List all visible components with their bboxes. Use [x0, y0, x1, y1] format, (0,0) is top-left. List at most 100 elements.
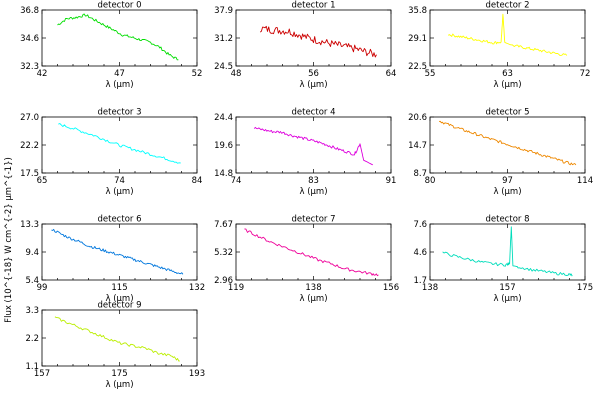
spectrum-line [54, 316, 180, 362]
panel-detector-3: detector 3 65 74 84 17.5 22.2 27.0 λ (µm) [20, 108, 202, 198]
shared-y-axis-label: Flux (10^{-18} W cm^{-2} µm^{-1}) [4, 157, 14, 323]
x-tick-label: 42 [37, 69, 48, 79]
plot-frame [235, 116, 392, 174]
panel-title: detector 4 [292, 108, 336, 118]
y-tick-label: 29.1 [408, 34, 427, 44]
x-tick-label: 99 [37, 283, 48, 293]
x-tick-label: 157 [499, 283, 515, 293]
panel-detector-5: detector 5 80 97 114 8.7 14.7 20.6 λ (µm) [408, 108, 593, 198]
x-tick-label: 65 [37, 176, 48, 186]
plot-frame [429, 9, 586, 67]
plot-frame [235, 223, 392, 281]
spectrum-line [439, 120, 577, 166]
x-tick-label: 83 [308, 176, 319, 186]
x-tick-label: 175 [577, 283, 593, 293]
y-tick-label: 37.9 [214, 6, 233, 16]
y-tick-label: 19.6 [214, 141, 233, 151]
y-tick-label: 20.6 [408, 113, 427, 123]
y-tick-label: 7.6 [413, 220, 427, 230]
panel-detector-8: detector 8 138 157 175 1.7 4.6 7.6 λ (µm) [413, 215, 593, 305]
y-tick-label: 1.7 [413, 276, 427, 286]
y-tick-label: 3.3 [25, 306, 39, 316]
panel-title: detector 2 [486, 1, 530, 11]
y-tick-label: 2.96 [214, 276, 233, 286]
y-tick-label: 2.2 [25, 334, 39, 344]
y-tick-label: 22.2 [20, 141, 39, 151]
x-axis-label: λ (µm) [105, 294, 133, 304]
spectrum-line [259, 25, 377, 58]
y-tick-label: 5.4 [25, 276, 39, 286]
spectrum-line [58, 123, 181, 164]
x-axis-label: λ (µm) [105, 187, 133, 197]
panel-title: detector 1 [292, 1, 336, 11]
panel-title: detector 7 [292, 215, 336, 225]
x-tick-label: 114 [577, 176, 593, 186]
y-tick-label: 14.7 [408, 141, 427, 151]
spectrum-line [447, 13, 568, 56]
x-axis-label: λ (µm) [299, 294, 327, 304]
x-tick-label: 115 [111, 283, 127, 293]
panel-detector-7: detector 7 119 138 156 2.96 5.32 7.67 λ (µm) [214, 215, 399, 305]
x-tick-label: 157 [34, 369, 50, 379]
y-tick-label: 9.4 [25, 248, 39, 258]
x-tick-label: 72 [580, 69, 591, 79]
x-axis-label: λ (µm) [493, 187, 521, 197]
plot-frame [429, 223, 586, 281]
x-tick-label: 63 [502, 69, 513, 79]
x-tick-label: 175 [111, 369, 127, 379]
x-tick-label: 97 [502, 176, 513, 186]
x-tick-label: 156 [383, 283, 399, 293]
y-tick-label: 24.4 [214, 113, 233, 123]
y-tick-label: 36.8 [20, 6, 39, 16]
x-tick-label: 138 [305, 283, 321, 293]
panel-detector-2: detector 2 55 63 72 22.5 29.1 35.8 λ (µm) [408, 1, 590, 91]
spectrum-line [442, 226, 573, 277]
x-tick-label: 52 [192, 69, 203, 79]
panel-detector-4: detector 4 74 83 91 14.8 19.6 24.4 λ (µm) [214, 108, 396, 198]
y-tick-label: 34.6 [20, 34, 39, 44]
panel-detector-0: detector 0 42 47 52 32.3 34.6 36.8 λ (µm) [20, 1, 202, 91]
x-axis-label: λ (µm) [299, 187, 327, 197]
x-tick-label: 80 [425, 176, 436, 186]
panel-title: detector 6 [98, 215, 142, 225]
x-axis-label: λ (µm) [299, 80, 327, 90]
x-tick-label: 84 [192, 176, 203, 186]
x-tick-label: 56 [308, 69, 319, 79]
x-axis-label: λ (µm) [493, 294, 521, 304]
spectrum-line [51, 228, 184, 275]
y-tick-label: 27.0 [20, 113, 39, 123]
x-tick-label: 55 [425, 69, 436, 79]
y-tick-label: 32.3 [20, 62, 39, 72]
spectrum-line [57, 13, 179, 61]
x-tick-label: 47 [114, 69, 125, 79]
panel-detector-6: detector 6 99 115 132 5.4 9.4 13.3 λ (µm) [20, 215, 205, 305]
x-axis-label: λ (µm) [105, 380, 133, 390]
x-tick-label: 48 [231, 69, 242, 79]
x-tick-label: 132 [189, 283, 205, 293]
x-tick-label: 91 [386, 176, 397, 186]
x-tick-label: 119 [228, 283, 244, 293]
panel-detector-9: detector 9 157 175 193 1.1 2.2 3.3 λ (µm) [25, 301, 205, 391]
panel-detector-1: detector 1 48 56 64 24.5 31.2 37.9 λ (µm) [214, 1, 396, 91]
panel-title: detector 3 [98, 108, 142, 118]
y-tick-label: 35.8 [408, 6, 427, 16]
y-tick-label: 7.67 [214, 220, 233, 230]
panel-title: detector 8 [486, 215, 530, 225]
y-tick-label: 8.7 [413, 169, 427, 179]
y-tick-label: 4.6 [413, 248, 427, 258]
x-tick-label: 193 [189, 369, 205, 379]
x-tick-label: 74 [231, 176, 242, 186]
x-tick-label: 74 [114, 176, 125, 186]
plot-frame [235, 9, 392, 67]
y-tick-label: 31.2 [214, 34, 233, 44]
x-tick-label: 138 [422, 283, 438, 293]
y-tick-label: 24.5 [214, 62, 233, 72]
x-axis-label: λ (µm) [493, 80, 521, 90]
y-tick-label: 14.8 [214, 169, 233, 179]
spectrum-line [244, 228, 379, 277]
panel-title: detector 0 [98, 1, 142, 11]
x-axis-label: λ (µm) [105, 80, 133, 90]
spectrum-line [253, 126, 373, 166]
x-tick-label: 64 [386, 69, 397, 79]
